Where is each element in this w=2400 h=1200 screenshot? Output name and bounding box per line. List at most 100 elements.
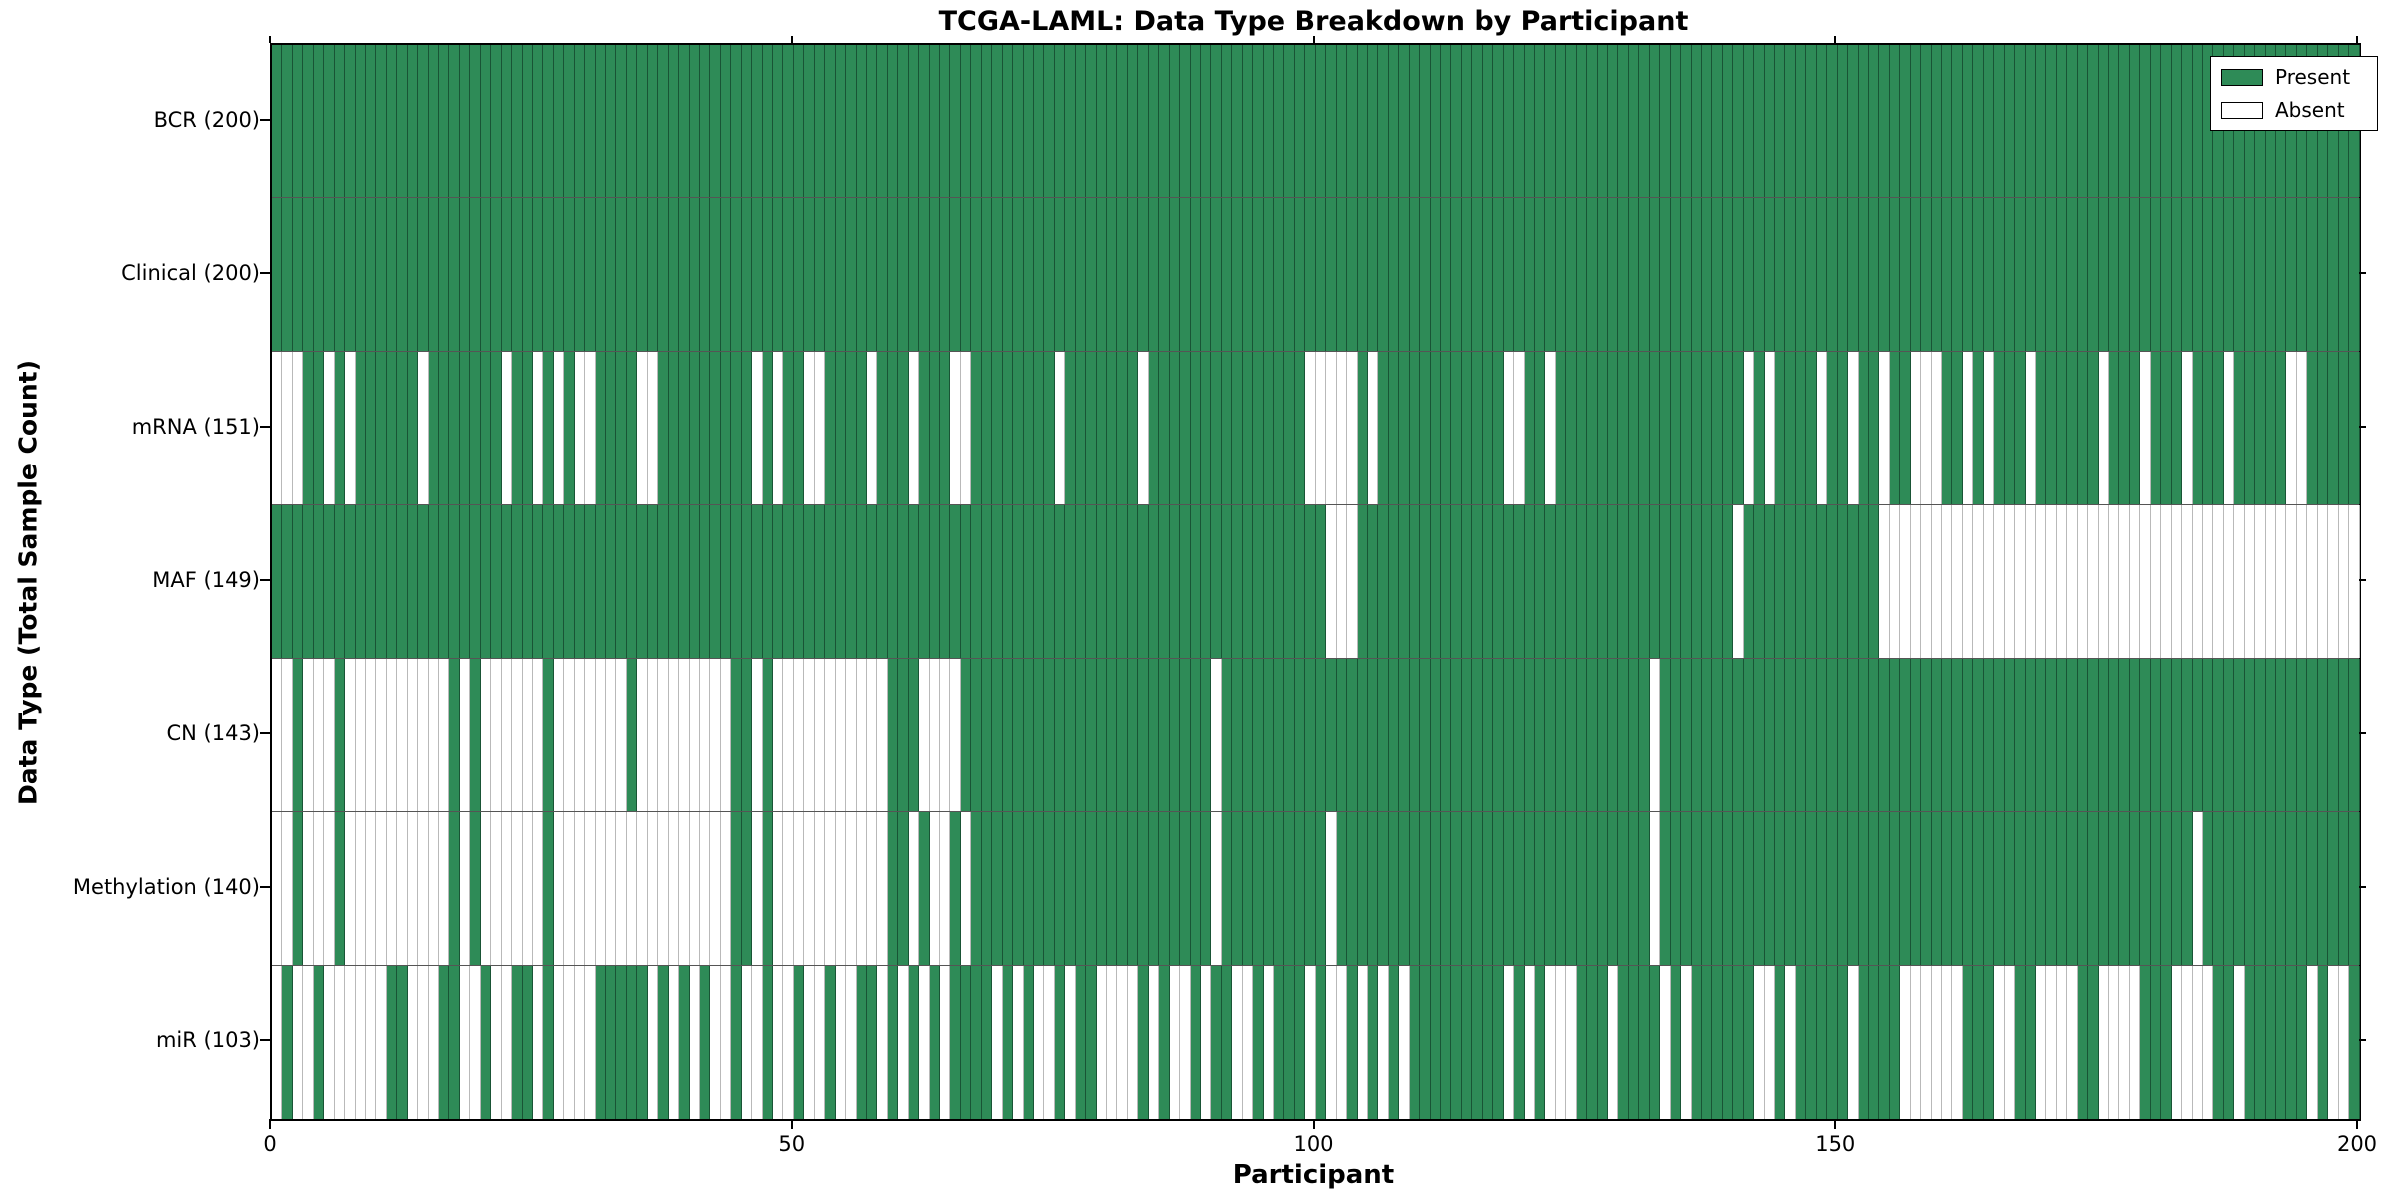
heatmap-cell xyxy=(731,198,742,351)
heatmap-cell xyxy=(522,658,533,812)
legend-entry-absent: Absent xyxy=(2221,98,2367,122)
heatmap-cell xyxy=(1816,505,1828,658)
heatmap-cell xyxy=(1994,965,2005,1119)
heatmap-cell xyxy=(887,351,899,505)
heatmap-cell xyxy=(2129,658,2141,812)
heatmap-cell xyxy=(1441,658,1452,812)
heatmap-cell xyxy=(1211,45,1222,198)
heatmap-cell xyxy=(2192,812,2203,965)
heatmap-cell xyxy=(365,965,377,1119)
heatmap-cell xyxy=(971,505,982,658)
heatmap-cell xyxy=(1618,965,1629,1119)
heatmap-cell xyxy=(919,812,930,965)
heatmap-cell xyxy=(2296,505,2308,658)
heatmap-cell xyxy=(1326,812,1337,965)
heatmap-cell xyxy=(1785,658,1796,812)
heatmap-cell xyxy=(2349,198,2360,351)
heatmap-cell xyxy=(1827,658,1838,812)
heatmap-cell xyxy=(1221,812,1233,965)
heatmap-cell xyxy=(992,965,1003,1119)
heatmap-cell xyxy=(1722,351,1734,505)
heatmap-cell xyxy=(1159,658,1170,812)
heatmap-cell xyxy=(1775,658,1786,812)
heatmap-cell xyxy=(741,505,753,658)
heatmap-cell xyxy=(679,351,690,505)
heatmap-cell xyxy=(1952,351,1963,505)
heatmap-cell xyxy=(1023,965,1034,1119)
heatmap-cell xyxy=(1754,45,1765,198)
heatmap-cell xyxy=(1211,351,1222,505)
heatmap-cell xyxy=(1994,45,2005,198)
heatmap-cell xyxy=(1900,658,1911,812)
heatmap-cell xyxy=(2276,198,2287,351)
heatmap-cell xyxy=(272,45,283,198)
heatmap-cell xyxy=(1294,45,1306,198)
heatmap-cell xyxy=(1430,505,1441,658)
heatmap-cell xyxy=(1086,965,1097,1119)
heatmap-cell xyxy=(773,198,784,351)
heatmap-cell xyxy=(752,198,763,351)
heatmap-cell xyxy=(1597,505,1608,658)
heatmap-cell xyxy=(1785,505,1796,658)
heatmap-cell xyxy=(2307,965,2318,1119)
heatmap-cell xyxy=(814,198,826,351)
heatmap-cell xyxy=(2004,658,2016,812)
heatmap-cell xyxy=(532,812,544,965)
heatmap-cell xyxy=(887,812,899,965)
heatmap-cell xyxy=(971,351,982,505)
heatmap-cell xyxy=(825,45,836,198)
heatmap-cell xyxy=(2202,658,2214,812)
heatmap-cell xyxy=(971,658,982,812)
heatmap-cell xyxy=(1190,45,1201,198)
heatmap-cell xyxy=(856,45,867,198)
heatmap-cell xyxy=(1868,198,1880,351)
heatmap-row-mir xyxy=(272,965,2360,1119)
heatmap-cell xyxy=(1002,45,1014,198)
heatmap-cell xyxy=(1441,351,1452,505)
heatmap-cell xyxy=(1054,45,1066,198)
heatmap-cell xyxy=(720,45,732,198)
heatmap-cell xyxy=(439,45,450,198)
heatmap-cell xyxy=(2088,351,2099,505)
heatmap-cell xyxy=(1754,198,1765,351)
heatmap-cell xyxy=(397,812,408,965)
heatmap-cell xyxy=(647,351,659,505)
heatmap-cell xyxy=(762,505,773,658)
heatmap-cell xyxy=(793,658,805,812)
heatmap-cell xyxy=(866,812,878,965)
x-tick-label: 50 xyxy=(778,1132,806,1156)
heatmap-cell xyxy=(1305,45,1316,198)
heatmap-cell xyxy=(1075,198,1087,351)
heatmap-cell xyxy=(2265,965,2276,1119)
heatmap-cell xyxy=(1921,351,1932,505)
heatmap-cell xyxy=(856,351,867,505)
heatmap-cell xyxy=(1733,965,1744,1119)
y-tick-mark-right xyxy=(2359,272,2366,275)
heatmap-cell xyxy=(2025,351,2036,505)
heatmap-cell xyxy=(1221,351,1233,505)
heatmap-cell xyxy=(1858,965,1869,1119)
y-tick-label: miR (103) xyxy=(155,1028,260,1053)
heatmap-cell xyxy=(1033,658,1045,812)
heatmap-cell xyxy=(1253,812,1264,965)
heatmap-cell xyxy=(1482,505,1494,658)
heatmap-cell xyxy=(1994,198,2005,351)
heatmap-cell xyxy=(835,965,847,1119)
heatmap-cell xyxy=(1608,198,1619,351)
heatmap-cell xyxy=(825,198,836,351)
heatmap-cell xyxy=(1284,505,1295,658)
heatmap-cell xyxy=(1148,505,1160,658)
heatmap-cell xyxy=(908,658,920,812)
x-tick-label: 0 xyxy=(263,1132,277,1156)
heatmap-cell xyxy=(1451,812,1462,965)
heatmap-cell xyxy=(1827,45,1838,198)
heatmap-cell xyxy=(720,965,732,1119)
heatmap-cell xyxy=(365,658,377,812)
heatmap-cell xyxy=(866,965,878,1119)
heatmap-cell xyxy=(376,812,387,965)
heatmap-cell xyxy=(1712,658,1723,812)
heatmap-cell xyxy=(2328,198,2339,351)
heatmap-cell xyxy=(522,45,533,198)
heatmap-cell xyxy=(1868,812,1880,965)
heatmap-cell xyxy=(1879,658,1890,812)
